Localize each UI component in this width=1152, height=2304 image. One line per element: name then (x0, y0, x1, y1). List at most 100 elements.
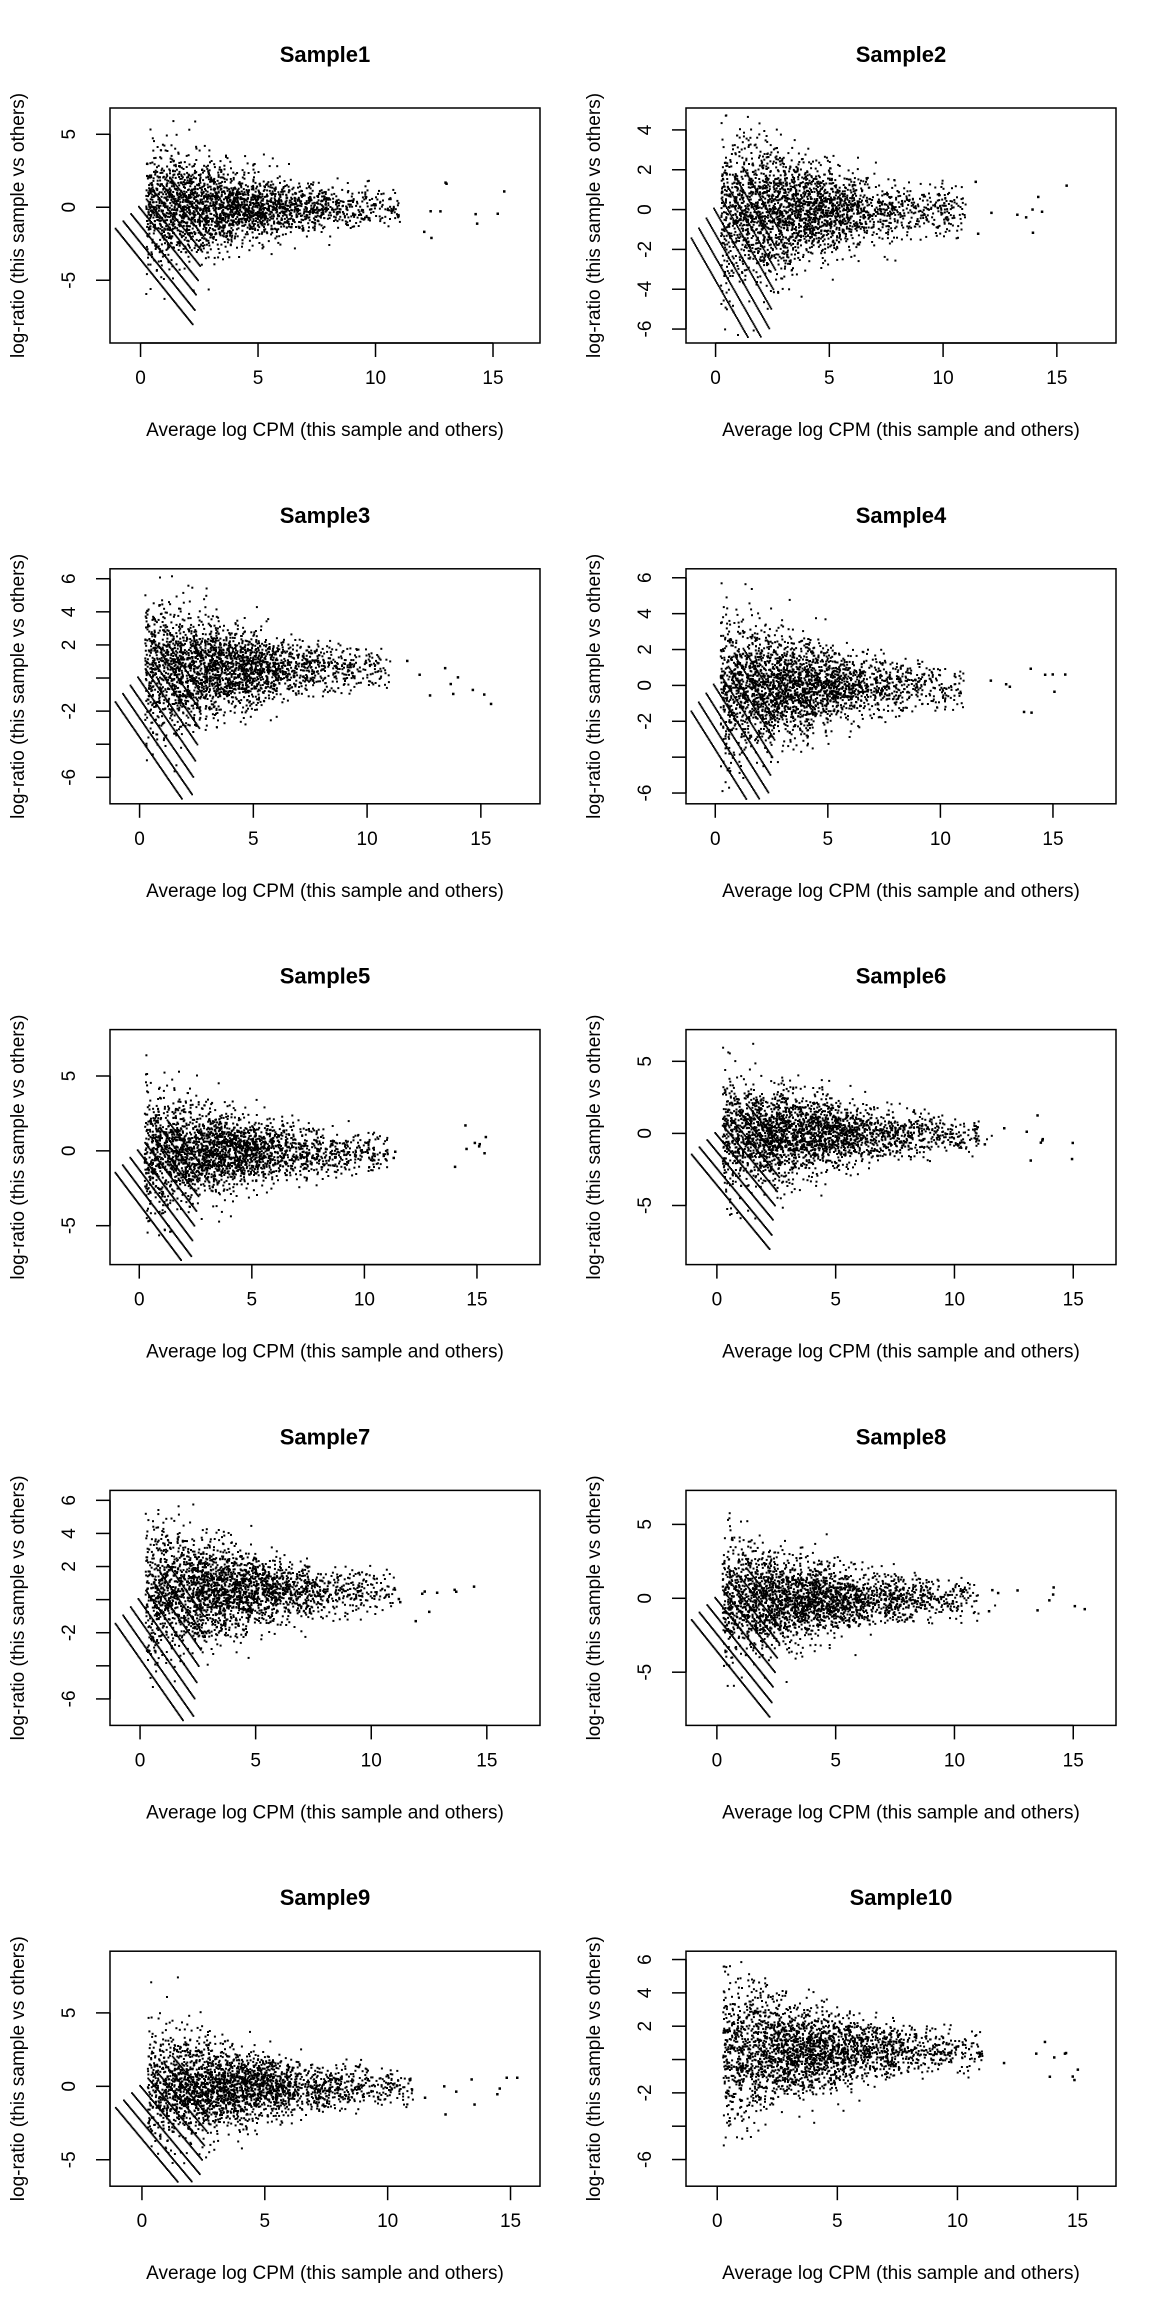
point (165, 239, 167, 242)
point (923, 206, 926, 209)
point (266, 220, 269, 222)
point (165, 223, 168, 225)
point (941, 182, 944, 185)
point (239, 197, 242, 200)
point (299, 212, 302, 215)
point (761, 179, 764, 182)
point (248, 249, 251, 252)
point (128, 245, 131, 247)
point (184, 198, 187, 201)
point (149, 225, 152, 228)
point (190, 249, 193, 252)
point (149, 237, 152, 240)
point (193, 211, 196, 214)
point (325, 207, 327, 210)
point (811, 230, 814, 233)
point (285, 193, 288, 196)
point (257, 215, 259, 218)
point (308, 226, 310, 229)
point (199, 220, 201, 222)
point (181, 219, 184, 222)
point (178, 161, 181, 164)
point (737, 193, 739, 196)
point (192, 210, 195, 213)
point (815, 237, 818, 240)
point (177, 152, 180, 155)
point (194, 208, 197, 210)
point (824, 205, 827, 208)
point (852, 242, 855, 245)
point (166, 219, 169, 222)
point (183, 296, 186, 299)
point (307, 222, 310, 225)
point (180, 173, 183, 176)
point (220, 168, 223, 171)
point (217, 175, 220, 178)
point (213, 166, 216, 169)
point (178, 176, 181, 178)
point (186, 210, 189, 213)
point (150, 174, 153, 177)
point (815, 184, 818, 187)
point (178, 203, 181, 206)
point (935, 201, 938, 204)
y-axis-label: log-ratio (this sample vs others) (8, 93, 29, 358)
point (846, 198, 849, 201)
point (187, 255, 190, 258)
point (145, 266, 148, 268)
point (869, 220, 872, 223)
point (313, 222, 316, 225)
point (272, 217, 275, 220)
point (824, 196, 827, 199)
point (199, 231, 202, 234)
point (323, 197, 326, 200)
point (278, 197, 281, 200)
point (777, 208, 780, 211)
point (204, 228, 207, 231)
point (166, 195, 169, 198)
point (841, 220, 843, 223)
point (330, 214, 332, 217)
point (149, 228, 152, 231)
point (168, 209, 171, 212)
point (187, 284, 190, 287)
point (149, 217, 152, 220)
point (157, 193, 160, 196)
point (175, 235, 178, 238)
point (334, 216, 337, 219)
point (199, 248, 202, 251)
point (180, 275, 182, 277)
point (849, 221, 852, 224)
point (207, 221, 210, 224)
point (204, 221, 207, 223)
point (882, 219, 885, 222)
point (190, 178, 193, 181)
point (209, 236, 212, 239)
point (160, 267, 162, 269)
point (269, 216, 272, 219)
point (327, 188, 330, 191)
point (305, 214, 308, 216)
point (276, 213, 279, 216)
point (153, 258, 156, 261)
point (145, 189, 148, 192)
point (218, 196, 221, 199)
point (896, 236, 898, 239)
point (252, 211, 255, 214)
point (794, 246, 797, 248)
point (723, 259, 726, 262)
point (793, 220, 796, 223)
point (852, 190, 855, 193)
point (153, 214, 156, 217)
point (218, 166, 221, 169)
point (794, 204, 797, 207)
point (273, 189, 276, 192)
point (814, 220, 817, 222)
point (247, 211, 250, 214)
point (289, 217, 292, 220)
point (784, 246, 787, 249)
point (279, 243, 282, 246)
point (943, 218, 946, 221)
point (172, 227, 174, 230)
point (849, 224, 852, 227)
